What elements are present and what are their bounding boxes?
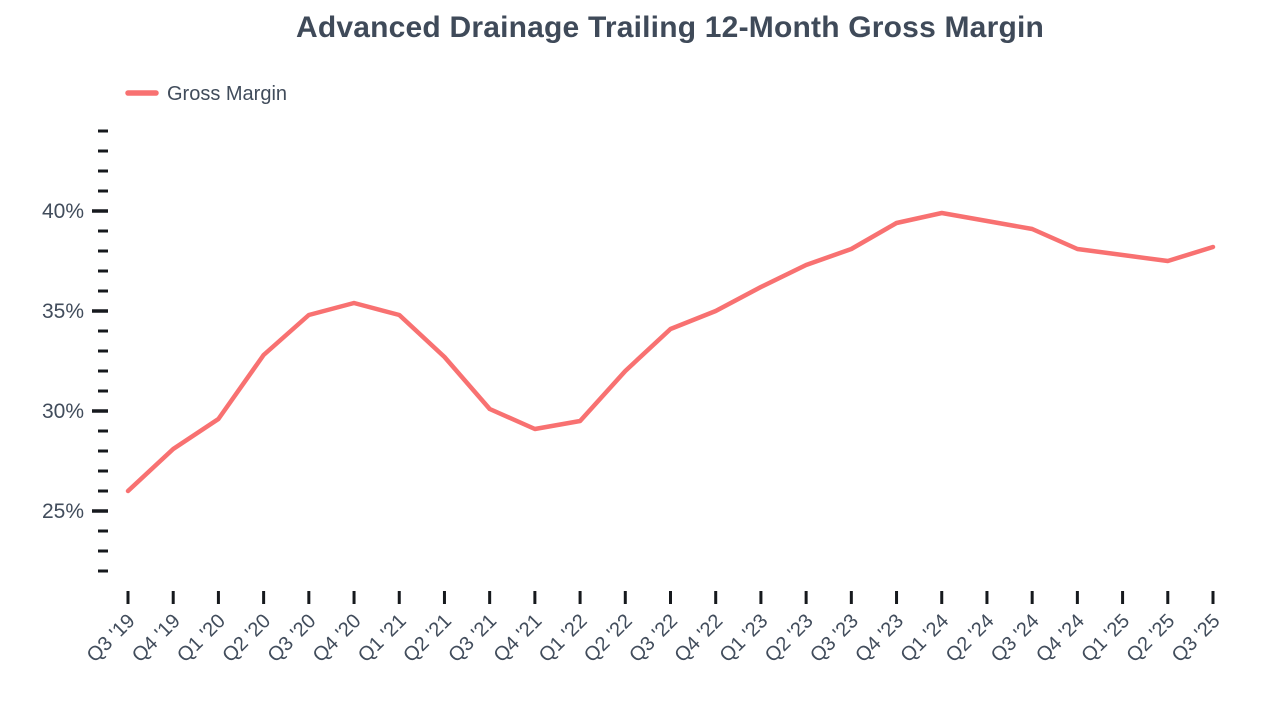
y-axis: 25% 30% 35% 40% (42, 129, 108, 573)
x-tick-label: Q3 '19 (83, 610, 140, 667)
x-tick-label: Q2 '24 (942, 610, 999, 667)
x-tick-label: Q4 '20 (309, 610, 366, 667)
legend-label: Gross Margin (167, 83, 287, 105)
y-tick-label: 30% (42, 400, 84, 423)
x-tick-label: Q4 '23 (851, 610, 908, 667)
x-tick-label: Q2 '25 (1123, 610, 1180, 667)
x-tick-label: Q3 '21 (444, 610, 501, 667)
x-tick-label: Q1 '23 (716, 610, 773, 667)
x-tick-label: Q4 '24 (1032, 610, 1089, 667)
x-tick-label: Q2 '23 (761, 610, 818, 667)
x-tick-label: Q4 '21 (490, 610, 547, 667)
x-tick-label: Q1 '21 (354, 610, 411, 667)
x-tick-label: Q1 '22 (535, 610, 592, 667)
x-tick-label: Q1 '20 (173, 610, 230, 667)
x-tick-label: Q4 '22 (670, 610, 727, 667)
chart-title: Advanced Drainage Trailing 12-Month Gros… (296, 11, 1044, 44)
x-tick-label: Q2 '22 (580, 610, 637, 667)
gross-margin-line (125, 210, 1216, 494)
y-tick-label: 40% (42, 200, 84, 223)
x-tick-label: Q1 '24 (896, 610, 953, 667)
x-tick-label: Q3 '20 (264, 610, 321, 667)
y-tick-label: 25% (42, 500, 84, 523)
x-tick-label: Q1 '25 (1077, 610, 1134, 667)
x-tick-label: Q3 '25 (1168, 610, 1225, 667)
y-tick-label: 35% (42, 300, 84, 323)
x-tick-label: Q3 '23 (806, 610, 863, 667)
x-tick-label: Q2 '21 (399, 610, 456, 667)
x-tick-label: Q2 '20 (218, 610, 275, 667)
x-tick-label: Q3 '22 (625, 610, 682, 667)
x-tick-label: Q3 '24 (987, 610, 1044, 667)
x-tick-label: Q4 '19 (128, 610, 185, 667)
